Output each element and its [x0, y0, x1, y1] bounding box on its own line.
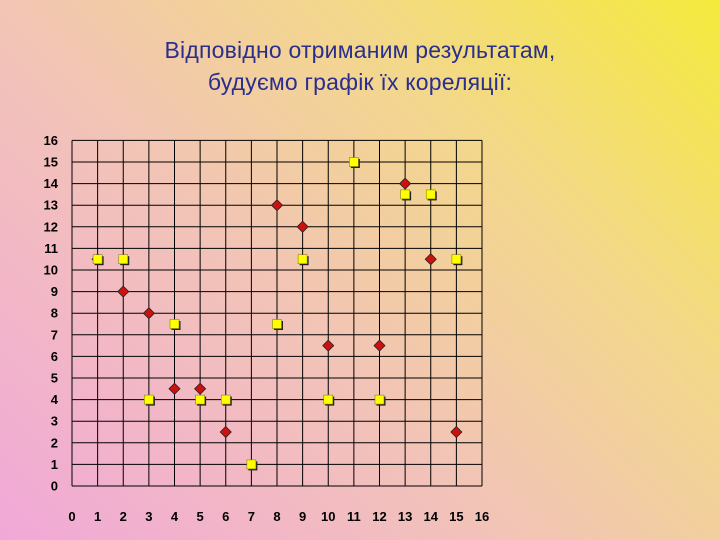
x-tick-label: 6 — [222, 509, 229, 524]
slide-title-line-2: будуємо графік їх кореляції: — [207, 69, 513, 95]
y-tick-label: 0 — [51, 479, 58, 494]
data-point-square — [400, 189, 410, 200]
data-point-square — [374, 394, 385, 405]
y-tick-label: 14 — [44, 176, 59, 191]
x-tick-label: 13 — [398, 509, 412, 524]
data-point-square — [92, 254, 103, 264]
data-point-square — [118, 254, 129, 264]
slide-title-line-1: Відповідно отриманим результатам, — [164, 37, 556, 63]
x-tick-label: 11 — [347, 509, 361, 524]
x-tick-label: 10 — [321, 509, 335, 524]
slide-title: Відповідно отриманим результатам, будуєм… — [0, 34, 720, 98]
y-tick-label: 12 — [44, 219, 58, 234]
data-point-diamond — [296, 220, 309, 233]
data-point-square — [323, 394, 334, 405]
data-point-diamond — [373, 339, 386, 352]
data-point-diamond — [424, 253, 437, 266]
y-tick-label: 11 — [44, 241, 58, 256]
y-tick-label: 8 — [51, 306, 58, 321]
data-point-diamond — [142, 307, 155, 320]
x-tick-label: 8 — [273, 509, 280, 524]
data-point-diamond — [322, 339, 335, 352]
data-point-square — [246, 459, 257, 470]
data-point-square — [349, 157, 359, 167]
x-tick-label: 14 — [424, 509, 439, 524]
y-tick-label: 7 — [51, 327, 58, 342]
x-tick-label: 15 — [449, 509, 463, 524]
x-tick-label: 3 — [145, 509, 152, 524]
y-tick-label: 15 — [44, 155, 58, 170]
x-tick-label: 5 — [197, 509, 204, 524]
y-tick-label: 5 — [51, 371, 58, 386]
y-tick-label: 10 — [44, 263, 58, 278]
x-tick-label: 9 — [299, 509, 306, 524]
data-point-diamond — [194, 382, 207, 395]
y-tick-label: 1 — [51, 457, 58, 472]
y-tick-label: 3 — [51, 414, 58, 429]
data-point-diamond — [168, 382, 181, 395]
data-point-diamond — [450, 425, 463, 439]
y-tick-label: 16 — [44, 133, 58, 148]
data-point-square — [195, 394, 205, 405]
y-tick-label: 4 — [51, 392, 59, 407]
data-point-diamond — [270, 199, 284, 212]
data-point-square — [220, 394, 231, 405]
data-point-diamond — [117, 285, 130, 298]
x-tick-label: 7 — [248, 509, 255, 524]
data-point-square — [297, 254, 308, 264]
y-tick-label: 13 — [44, 198, 58, 213]
data-point-square — [451, 254, 462, 264]
data-point-square — [272, 319, 282, 329]
data-point-diamond — [399, 177, 412, 190]
x-tick-label: 4 — [171, 509, 179, 524]
y-tick-label: 6 — [51, 349, 58, 364]
data-point-square — [144, 394, 154, 405]
x-tick-label: 12 — [372, 509, 386, 524]
x-tick-label: 16 — [475, 509, 489, 524]
y-tick-label: 2 — [51, 435, 58, 450]
data-point-diamond — [219, 425, 232, 439]
x-tick-label: 2 — [120, 509, 127, 524]
y-tick-label: 9 — [51, 284, 58, 299]
data-point-square — [425, 189, 436, 200]
x-tick-label: 1 — [94, 509, 101, 524]
x-tick-label: 0 — [68, 509, 75, 524]
data-point-square — [169, 319, 180, 329]
